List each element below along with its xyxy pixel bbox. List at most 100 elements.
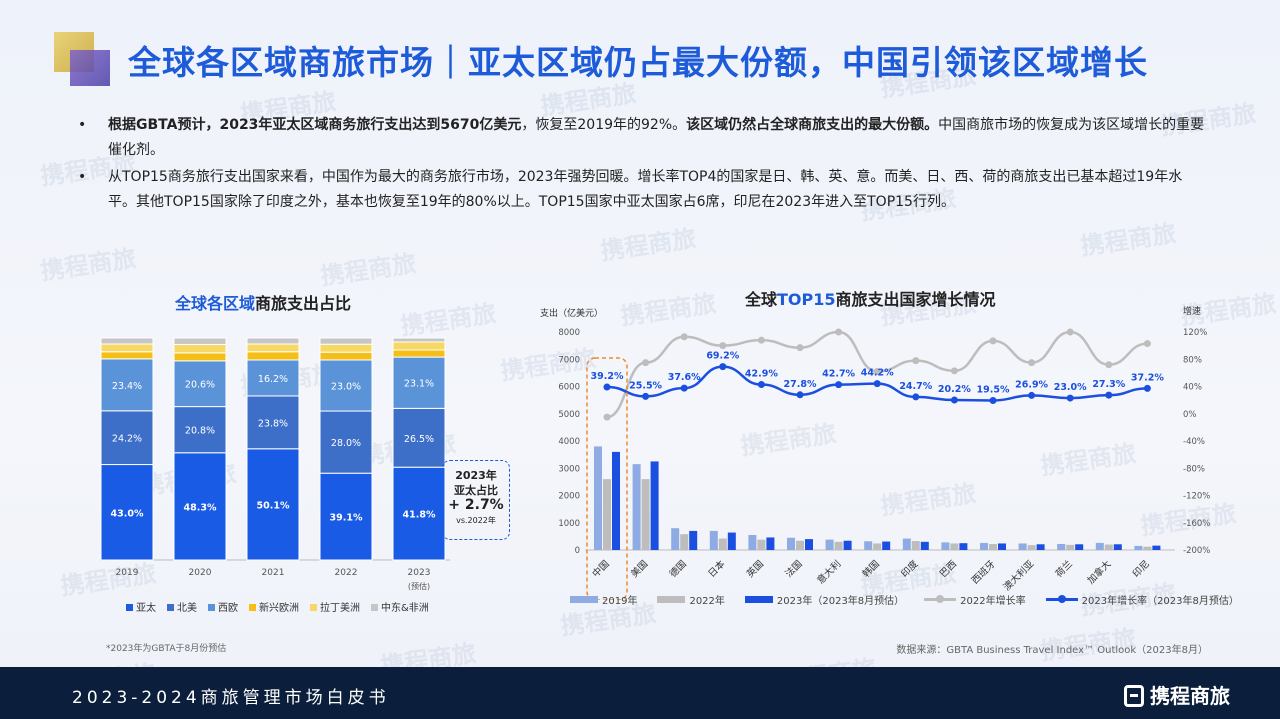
bar bbox=[671, 528, 680, 550]
bar-segment bbox=[246, 395, 300, 450]
data-label: 20.6% bbox=[185, 380, 215, 391]
bar-segment bbox=[173, 406, 227, 454]
data-label: 20.8% bbox=[185, 426, 215, 437]
footer-title: 2023-2024商旅管理市场白皮书 bbox=[72, 688, 390, 708]
data-label: 48.3% bbox=[184, 502, 217, 513]
stacked-bar-chart: 43.0% 24.2% 23.4% 2019 48.3% 20.8% 20.6% 2020 50… bbox=[100, 337, 450, 591]
data-label: 23.0% bbox=[331, 382, 361, 393]
legend-swatch bbox=[570, 596, 598, 603]
bar bbox=[1095, 542, 1104, 550]
bar bbox=[873, 543, 882, 550]
x-tick-label: 日本 bbox=[706, 558, 728, 580]
y-tick-label: 2000 bbox=[558, 492, 580, 502]
data-label: 42.9% bbox=[745, 369, 778, 380]
y-tick-label: 3000 bbox=[558, 464, 580, 474]
y2-axis-title: 增速 bbox=[1183, 305, 1201, 317]
brand-icon bbox=[1124, 685, 1144, 707]
bar bbox=[920, 541, 929, 550]
bullet-dot: • bbox=[78, 169, 87, 185]
bullet-text: 中国商旅市场的恢复成为该区域增长的重要催化剂。 bbox=[108, 117, 1205, 158]
bar bbox=[718, 538, 727, 550]
bar bbox=[959, 543, 968, 550]
bar bbox=[1027, 545, 1036, 550]
bar bbox=[632, 464, 641, 550]
data-label: 24.7% bbox=[899, 381, 932, 392]
data-label: 37.6% bbox=[668, 372, 701, 383]
bar bbox=[911, 541, 920, 550]
x-tick-label: 英国 bbox=[744, 558, 766, 580]
legend-swatch bbox=[167, 604, 174, 611]
bar-segment bbox=[319, 351, 373, 361]
bar-segment bbox=[173, 337, 227, 345]
y-tick-label: 6000 bbox=[558, 383, 580, 393]
bar bbox=[834, 541, 843, 550]
legend-label: 2022年增长率 bbox=[960, 596, 1026, 607]
bar-segment bbox=[246, 343, 300, 353]
y2-tick-label: 0% bbox=[1183, 410, 1197, 420]
line-point bbox=[719, 363, 727, 371]
legend-item: 拉丁美洲 bbox=[310, 603, 360, 614]
y-tick-label: 4000 bbox=[558, 437, 580, 447]
x-tick-label: 中国 bbox=[590, 558, 612, 580]
data-label: 50.1% bbox=[257, 500, 290, 511]
data-label: 69.2% bbox=[706, 351, 739, 362]
line-point bbox=[642, 359, 650, 367]
data-label: 19.5% bbox=[977, 384, 1010, 395]
data-label: 43.0% bbox=[111, 508, 144, 519]
bar bbox=[1036, 544, 1045, 550]
footer-bar: 2023-2024商旅管理市场白皮书 携程商旅 bbox=[0, 667, 1280, 719]
bar-segment bbox=[319, 359, 373, 412]
y2-tick-label: -40% bbox=[1183, 437, 1205, 447]
bar-segment bbox=[319, 343, 373, 353]
bar bbox=[1143, 546, 1152, 550]
watermark-text: 携程商旅 bbox=[598, 224, 698, 266]
legend-label: 亚太 bbox=[136, 603, 156, 614]
line-point bbox=[719, 342, 727, 350]
line-point bbox=[873, 368, 881, 376]
x-tick-label: 澳大利亚 bbox=[1001, 558, 1037, 594]
data-label: 20.2% bbox=[938, 384, 971, 395]
line-point bbox=[989, 337, 997, 345]
line-point bbox=[873, 380, 881, 388]
bar bbox=[1018, 543, 1027, 550]
bar-segment bbox=[392, 356, 446, 409]
data-label: 28.0% bbox=[331, 438, 361, 449]
bullet-item: • 从TOP15商务旅行支出国家来看，中国作为最大的商务旅行市场，2023年强势… bbox=[78, 165, 1208, 215]
y2-tick-label: -120% bbox=[1183, 492, 1210, 502]
legend-item: 2022年增长率 bbox=[924, 592, 1026, 607]
legend-item: 2023年（2023年8月预估） bbox=[744, 592, 904, 607]
x-tick-label: 韩国 bbox=[860, 558, 882, 580]
line-point bbox=[757, 381, 765, 389]
bar bbox=[882, 541, 891, 550]
bar bbox=[843, 540, 852, 550]
bar-segment bbox=[319, 337, 373, 345]
line-point bbox=[989, 396, 997, 404]
bar-segment bbox=[319, 472, 373, 561]
bar-segment bbox=[173, 360, 227, 408]
data-label: 39.1% bbox=[330, 513, 363, 524]
line-point bbox=[1143, 384, 1151, 392]
bar bbox=[1152, 545, 1161, 550]
bar bbox=[805, 539, 813, 550]
y2-tick-label: -80% bbox=[1183, 464, 1205, 474]
bar bbox=[1075, 544, 1084, 550]
bar bbox=[680, 534, 689, 550]
bar bbox=[603, 479, 611, 550]
brand-name: 携程商旅 bbox=[1150, 684, 1230, 708]
legend-label: 中东&非洲 bbox=[381, 603, 429, 614]
legend-swatch bbox=[126, 604, 133, 611]
x-tick-label: 德国 bbox=[667, 558, 689, 580]
legend-item: 亚太 bbox=[126, 603, 156, 614]
legend-swatch bbox=[249, 604, 256, 611]
line-point bbox=[912, 357, 920, 365]
brand-logo: 携程商旅 bbox=[1124, 680, 1230, 709]
left-chart-title: 全球各区域商旅支出占比 bbox=[175, 290, 351, 314]
bar-segment bbox=[173, 452, 227, 561]
line-point bbox=[757, 336, 765, 344]
line-point bbox=[1028, 359, 1036, 367]
y2-tick-label: -200% bbox=[1183, 546, 1210, 556]
callout-note: vs.2022年 bbox=[456, 516, 496, 525]
data-label: 16.2% bbox=[258, 374, 288, 385]
line-point bbox=[950, 367, 958, 375]
line-point bbox=[1105, 361, 1113, 369]
